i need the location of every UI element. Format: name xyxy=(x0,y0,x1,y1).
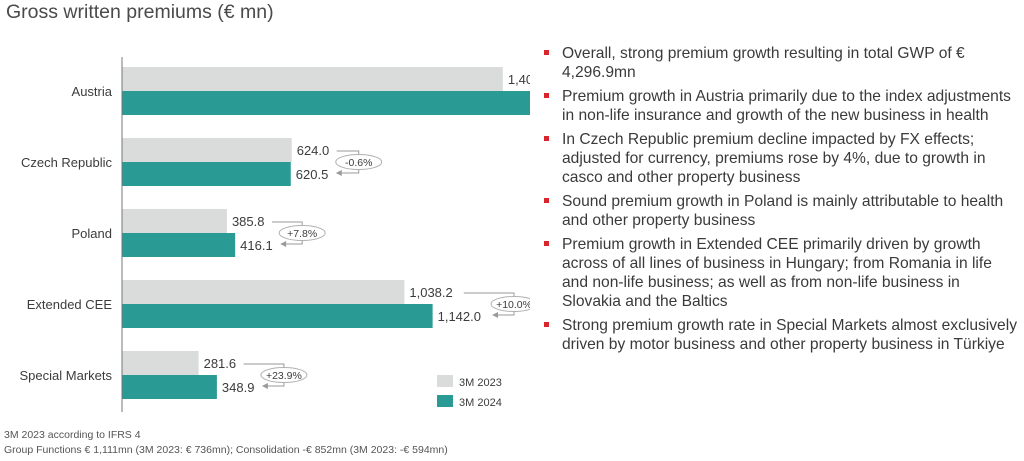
bullet-marker-icon xyxy=(544,241,549,246)
bullet-marker-icon xyxy=(544,50,549,55)
category-label: Poland xyxy=(72,226,112,241)
bullet-item: Overall, strong premium growth resulting… xyxy=(541,44,1021,82)
bar-3m-2023 xyxy=(122,138,292,162)
change-bubble xyxy=(490,296,530,312)
value-label-2023: 1,400.2 xyxy=(508,72,530,87)
bullet-text: Strong premium growth rate in Special Ma… xyxy=(562,317,1017,353)
bullet-item: Sound premium growth in Poland is mainly… xyxy=(541,192,1021,230)
change-label: -0.6% xyxy=(345,157,372,169)
legend-swatch-2023 xyxy=(437,375,453,387)
bullet-marker-icon xyxy=(544,136,549,141)
bar-3m-2023 xyxy=(122,67,503,91)
value-label-2023: 1,038.2 xyxy=(409,285,452,300)
value-label-2023: 385.8 xyxy=(232,214,265,229)
bullet-item: In Czech Republic premium decline impact… xyxy=(541,130,1021,187)
change-label: +10.0% xyxy=(496,299,530,311)
category-label: Special Markets xyxy=(20,368,113,383)
category-label: Extended CEE xyxy=(27,297,113,312)
bullet-item: Premium growth in Austria primarily due … xyxy=(541,87,1021,125)
bar-3m-2023 xyxy=(122,280,405,304)
value-label-2024: 620.5 xyxy=(296,167,329,182)
bullet-text: Sound premium growth in Poland is mainly… xyxy=(562,193,1004,229)
change-label: +7.8% xyxy=(287,228,317,240)
change-label: +23.9% xyxy=(266,370,302,382)
bullet-marker-icon xyxy=(544,198,549,203)
bar-3m-2023 xyxy=(122,351,199,375)
value-label-2024: 1,142.0 xyxy=(438,309,481,324)
bullet-text: Premium growth in Extended CEE primarily… xyxy=(562,236,992,310)
page-title: Gross written premiums (€ mn) xyxy=(6,1,274,23)
arrow-left-icon xyxy=(261,383,268,389)
category-label: Austria xyxy=(72,84,113,99)
bar-3m-2024 xyxy=(122,233,236,257)
bar-3m-2024 xyxy=(122,162,291,186)
bullet-item: Premium growth in Extended CEE primarily… xyxy=(541,235,1021,311)
value-label-2023: 624.0 xyxy=(297,143,330,158)
bullet-text: In Czech Republic premium decline impact… xyxy=(562,131,986,186)
change-bubble xyxy=(278,225,326,241)
change-bubble xyxy=(335,154,383,170)
arrow-left-icon xyxy=(492,312,499,318)
arrow-left-icon xyxy=(280,241,287,247)
legend-label-2024: 3M 2024 xyxy=(459,397,502,409)
bar-3m-2024 xyxy=(122,304,433,328)
value-label-2023: 281.6 xyxy=(204,356,237,371)
value-label-2024: 416.1 xyxy=(240,238,273,253)
footnote-ifrs: 3M 2023 according to IFRS 4 xyxy=(4,429,141,441)
bar-3m-2023 xyxy=(122,209,227,233)
category-label: Czech Republic xyxy=(21,155,113,170)
legend-swatch-2024 xyxy=(437,395,453,407)
legend-label-2023: 3M 2023 xyxy=(459,377,502,389)
change-bubble xyxy=(260,367,308,383)
value-label-2024: 348.9 xyxy=(222,380,255,395)
bullet-marker-icon xyxy=(544,93,549,98)
arrow-left-icon xyxy=(335,170,342,176)
bar-3m-2024 xyxy=(122,91,530,115)
commentary-list: Overall, strong premium growth resulting… xyxy=(541,44,1021,359)
bullet-marker-icon xyxy=(544,322,549,327)
bullet-item: Strong premium growth rate in Special Ma… xyxy=(541,316,1021,354)
bullet-text: Overall, strong premium growth resulting… xyxy=(562,45,965,81)
footnote-group-functions: Group Functions € 1,111mn (3M 2023: € 73… xyxy=(4,444,448,456)
bar-3m-2024 xyxy=(122,375,217,399)
bullet-text: Premium growth in Austria primarily due … xyxy=(562,88,1011,124)
